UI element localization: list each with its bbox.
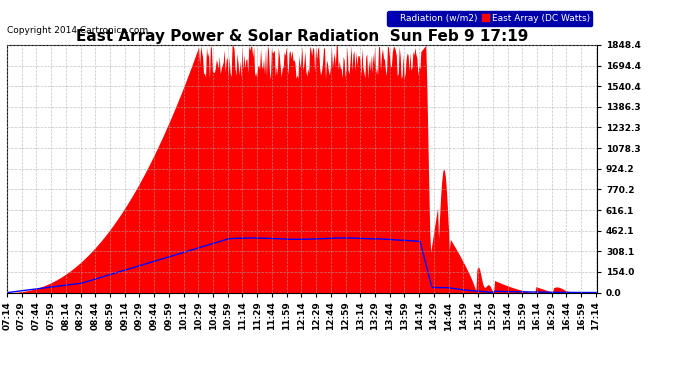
Title: East Array Power & Solar Radiation  Sun Feb 9 17:19: East Array Power & Solar Radiation Sun F…	[76, 29, 528, 44]
Text: Copyright 2014 Cartronics.com: Copyright 2014 Cartronics.com	[7, 26, 148, 35]
Legend: Radiation (w/m2), East Array (DC Watts): Radiation (w/m2), East Array (DC Watts)	[387, 11, 592, 26]
